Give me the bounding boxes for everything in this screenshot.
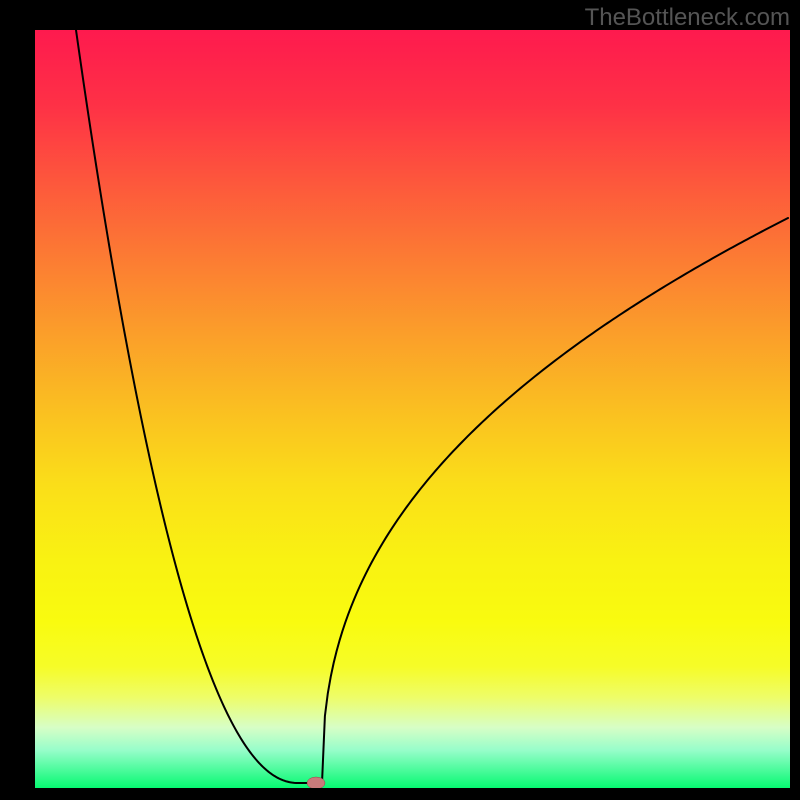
plot-background	[35, 30, 790, 788]
minimum-marker	[307, 777, 325, 789]
watermark-text: TheBottleneck.com	[585, 4, 790, 32]
bottleneck-chart	[0, 0, 800, 800]
chart-container: TheBottleneck.com	[0, 0, 800, 800]
